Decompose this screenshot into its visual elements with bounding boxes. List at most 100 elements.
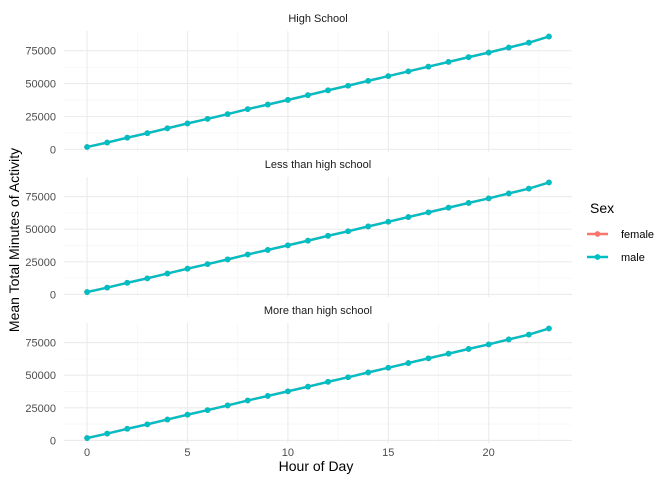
data-point-male xyxy=(305,237,311,244)
data-point-male xyxy=(345,374,352,381)
y-axis-title: Mean Total Minutes of Activity xyxy=(6,148,22,332)
facet-strip-label: High School xyxy=(288,13,347,25)
data-point-male xyxy=(124,134,131,141)
facet-panel: More than high school 0 25000 50000 75000 0 5 1… xyxy=(25,305,572,459)
data-point-male xyxy=(385,218,392,225)
data-point-male xyxy=(405,214,412,220)
data-point-male xyxy=(204,261,211,268)
y-tick-label: 75000 xyxy=(25,192,56,204)
data-point-male xyxy=(224,111,231,118)
data-point-male xyxy=(485,49,492,56)
data-point-male xyxy=(425,209,432,216)
data-point-male xyxy=(144,421,151,428)
data-point-male xyxy=(485,341,492,348)
data-point-male xyxy=(244,397,251,404)
data-point-male xyxy=(345,228,352,235)
data-point-male xyxy=(84,289,90,295)
data-point-male xyxy=(84,144,90,150)
y-tick-label: 25000 xyxy=(25,111,56,123)
x-tick-label: 0 xyxy=(84,447,90,459)
data-point-male xyxy=(104,139,111,146)
data-point-male xyxy=(284,242,291,249)
y-tick-label: 75000 xyxy=(25,46,56,58)
y-tick-label: 0 xyxy=(50,144,56,156)
data-point-male xyxy=(505,336,512,343)
legend: Sex female male xyxy=(587,200,654,264)
facet-strip-label: Less than high school xyxy=(265,159,371,171)
data-point-male xyxy=(365,369,372,376)
data-point-male xyxy=(525,39,532,46)
x-tick-label: 20 xyxy=(483,447,495,459)
data-point-male xyxy=(104,430,111,437)
data-point-male xyxy=(465,54,472,61)
data-point-male xyxy=(425,355,432,362)
data-point-male xyxy=(365,77,372,84)
data-point-male xyxy=(525,331,532,338)
data-point-male xyxy=(144,275,151,282)
data-point-male xyxy=(284,97,291,103)
series-line-male xyxy=(86,35,550,149)
facet-panel: High School 0 25000 50000 75000 xyxy=(25,13,572,156)
y-tick-label: 50000 xyxy=(25,79,56,91)
data-point-male xyxy=(325,232,331,239)
data-point-male xyxy=(385,364,392,371)
data-point-male xyxy=(224,256,231,263)
facet-strip-label: More than high school xyxy=(264,305,372,317)
data-point-male xyxy=(164,125,171,132)
data-point-male xyxy=(505,190,512,197)
x-tick-label: 15 xyxy=(382,447,394,459)
facet-panels: High School 0 25000 50000 75000 Less than hig… xyxy=(25,13,572,459)
data-point-male xyxy=(204,407,211,414)
data-point-male xyxy=(184,411,191,418)
data-point-male xyxy=(525,185,532,192)
series-line-male xyxy=(86,327,550,440)
y-tick-label: 50000 xyxy=(25,370,56,382)
legend-label-male: male xyxy=(621,252,645,264)
data-point-male xyxy=(164,416,171,423)
data-point-male xyxy=(546,33,552,40)
data-point-male xyxy=(244,106,251,113)
legend-label-female: female xyxy=(621,229,654,241)
data-point-male xyxy=(104,284,111,291)
data-point-male xyxy=(465,200,472,206)
data-point-male xyxy=(224,402,231,409)
x-tick-label: 10 xyxy=(282,447,294,459)
data-point-male xyxy=(425,63,432,70)
data-point-male xyxy=(546,179,552,186)
data-point-male xyxy=(144,130,151,137)
data-point-male xyxy=(204,115,211,122)
data-point-male xyxy=(264,247,271,253)
data-point-male xyxy=(184,265,191,272)
data-point-male xyxy=(405,68,412,75)
data-point-male xyxy=(284,388,291,395)
y-tick-label: 0 xyxy=(50,435,56,447)
data-point-male xyxy=(385,73,392,80)
data-point-male xyxy=(305,383,311,390)
data-point-male xyxy=(405,360,412,366)
facet-panel: Less than high school 0 25000 50000 75000 xyxy=(25,159,572,301)
data-point-male xyxy=(264,393,271,399)
data-point-male xyxy=(124,279,131,286)
data-point-male xyxy=(546,325,552,332)
data-point-male xyxy=(465,346,472,352)
x-tick-label: 5 xyxy=(184,447,190,459)
series-line-male xyxy=(86,181,550,294)
data-point-male xyxy=(264,101,271,108)
data-point-male xyxy=(325,378,331,385)
data-point-male xyxy=(305,92,311,99)
data-point-male xyxy=(84,435,90,441)
data-point-male xyxy=(124,425,131,432)
legend-key-point-female xyxy=(594,231,601,237)
data-point-male xyxy=(445,204,452,211)
y-tick-label: 50000 xyxy=(25,224,56,236)
x-axis-title: Hour of Day xyxy=(279,458,354,474)
data-point-male xyxy=(345,82,352,89)
legend-key-point-male xyxy=(594,254,601,260)
legend-title: Sex xyxy=(590,200,614,216)
y-tick-label: 25000 xyxy=(25,257,56,269)
data-point-male xyxy=(445,59,452,65)
y-tick-label: 25000 xyxy=(25,403,56,415)
y-tick-label: 75000 xyxy=(25,338,56,350)
